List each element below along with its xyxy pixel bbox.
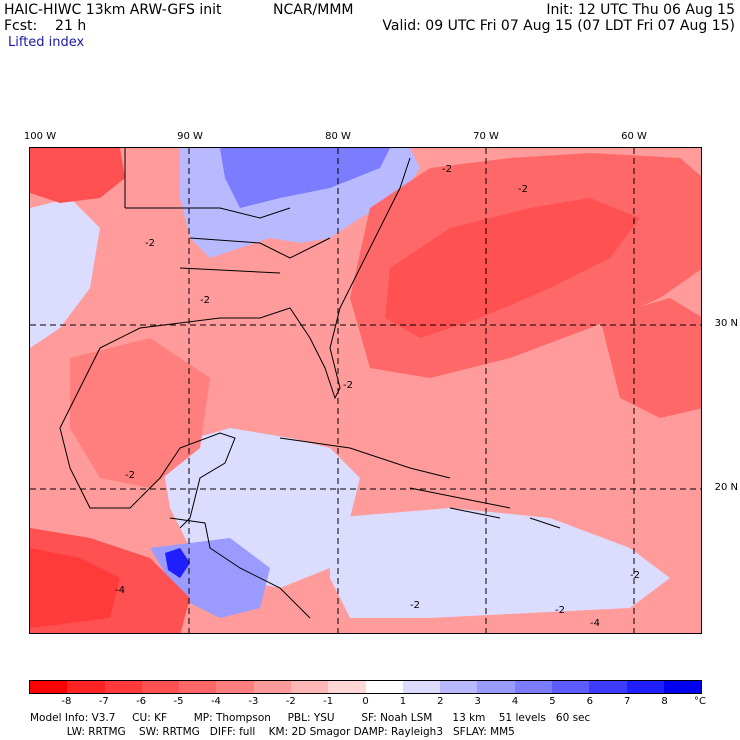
forecast-hour: Fcst: 21 h (4, 18, 87, 34)
model-info-line1: Model Info: V3.7 CU: KF MP: Thompson PBL… (30, 712, 591, 724)
legend-swatch (365, 681, 403, 693)
legend-swatch (402, 681, 441, 693)
contour-label: -2 (125, 470, 135, 481)
legend-unit: °C (694, 696, 706, 707)
legend-tick-label: 4 (511, 696, 519, 707)
model-title: HAIC-HIWC 13km ARW-GFS init (4, 2, 222, 18)
stable-region-northcore (220, 148, 390, 208)
contour-label: -2 (410, 600, 420, 611)
stable-spot-mexico (165, 548, 190, 578)
lon-label-100w: 100 W (23, 131, 57, 142)
legend-swatch (216, 681, 254, 693)
legend-swatch (328, 681, 366, 693)
lon-label-70w: 70 W (473, 131, 499, 142)
unstable-region-nw (30, 148, 125, 203)
legend-swatch (290, 681, 329, 693)
legend-swatch (440, 681, 478, 693)
unstable-region-texas (70, 338, 210, 488)
graticule (30, 148, 701, 633)
legend-tick-label: -5 (173, 696, 184, 707)
legend-tick-label: 3 (474, 696, 481, 707)
unstable-region-east (600, 298, 701, 418)
org-label: NCAR/MMM (273, 2, 354, 18)
legend-swatch (551, 681, 590, 693)
legend-tick-label: -1 (323, 696, 334, 707)
legend-tick-label: -7 (98, 696, 109, 707)
unstable-region-sw-core (30, 548, 120, 628)
legend-swatch (179, 681, 217, 693)
legend-swatch (626, 681, 664, 693)
legend-swatch (477, 681, 515, 693)
contour-label: -2 (630, 570, 640, 581)
stable-region-caribbean (330, 508, 670, 618)
legend-swatch (514, 681, 552, 693)
legend-swatch (663, 681, 702, 693)
valid-time: Valid: 09 UTC Fri 07 Aug 15 (07 LDT Fri … (382, 18, 735, 34)
legend-tick-label: -6 (136, 696, 147, 707)
color-legend (29, 680, 702, 694)
legend-tick-label: -2 (285, 696, 296, 707)
lon-label-80w: 80 W (325, 131, 351, 142)
legend-swatch (67, 681, 105, 693)
contour-label: -2 (145, 238, 155, 249)
legend-swatch (141, 681, 180, 693)
model-info-line2: LW: RRTMG SW: RRTMG DIFF: full KM: 2D Sm… (30, 726, 515, 738)
legend-tick-label: -3 (248, 696, 259, 707)
legend-tick-label: 1 (399, 696, 407, 707)
legend-tick-label: 2 (437, 696, 444, 707)
contour-label: -2 (442, 164, 452, 175)
coastlines (59, 148, 561, 619)
contour-label: -2 (555, 605, 565, 616)
legend-tick-label: 0 (362, 696, 369, 707)
unstable-region-atlantic-core (385, 198, 640, 338)
legend-tick-label: 8 (661, 696, 668, 707)
stable-region-west (30, 198, 100, 348)
lon-label-60w: 60 W (621, 131, 647, 142)
contour-label: -4 (590, 618, 600, 629)
contour-label: -2 (518, 184, 528, 195)
legend-tick-label: 6 (586, 696, 594, 707)
lat-label-20n: 20 N (714, 482, 738, 493)
legend-tick-label: 7 (624, 696, 631, 707)
lifted-index-map: -2 -2 -2 -2 -2 -2 -2 -2 -2 -4 -4 (29, 147, 702, 634)
contour-label: -2 (343, 380, 353, 391)
contour-label: -2 (200, 295, 210, 306)
legend-tick-label: -4 (210, 696, 221, 707)
contour-labels: -2 -2 -2 -2 -2 -2 -2 -2 -2 -4 -4 (115, 164, 640, 629)
lat-label-30n: 30 N (714, 318, 738, 329)
legend-swatch (30, 681, 68, 693)
field-name: Lifted index (8, 35, 85, 50)
lon-label-90w: 90 W (177, 131, 203, 142)
legend-swatch (104, 681, 142, 693)
legend-swatch (253, 681, 291, 693)
legend-tick-label: 5 (549, 696, 556, 707)
init-time: Init: 12 UTC Thu 06 Aug 15 (546, 2, 735, 18)
contour-label: -4 (115, 585, 125, 596)
legend-tick-label: -8 (61, 696, 72, 707)
legend-swatch (589, 681, 627, 693)
